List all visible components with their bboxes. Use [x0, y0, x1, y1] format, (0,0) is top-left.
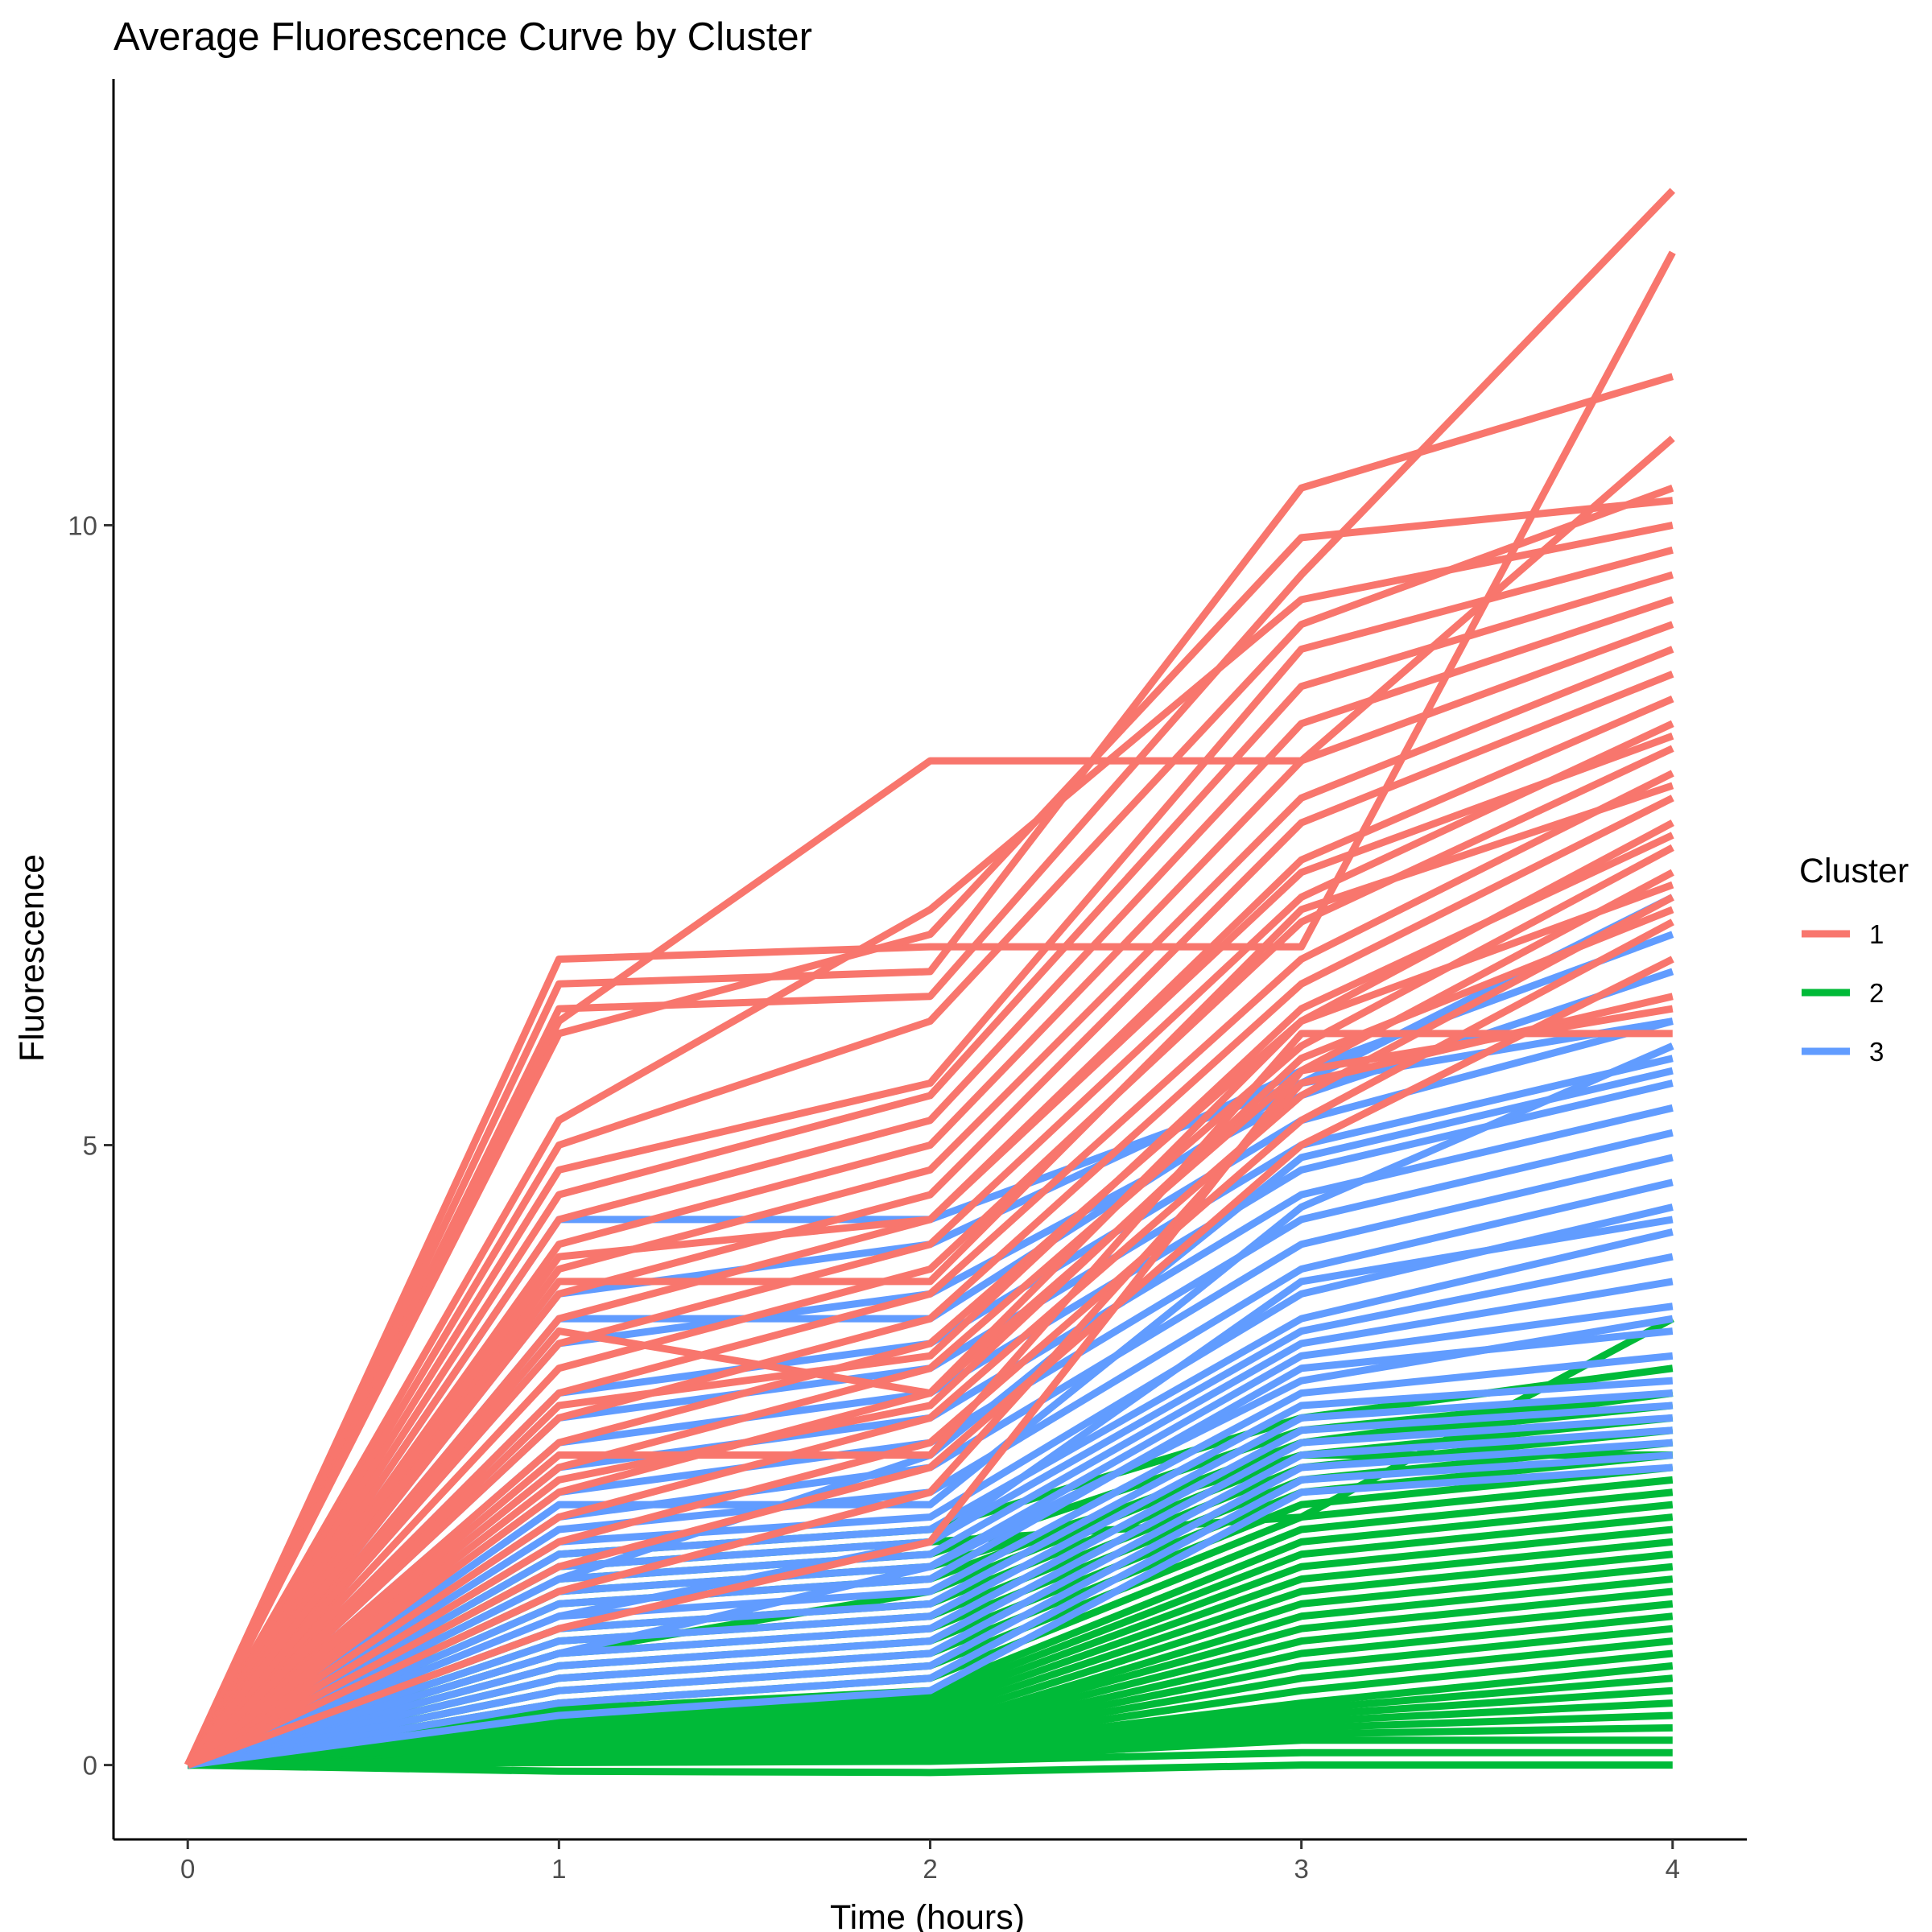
series-line-cluster-1-27 — [184, 881, 1674, 1768]
y-ticks: 0 5 10 — [68, 510, 114, 1781]
legend-label-3: 3 — [1869, 1037, 1884, 1067]
y-tick-label: 0 — [83, 1751, 97, 1781]
series-line-cluster-3-58 — [185, 1042, 1674, 1769]
chart-title: Average Fluorescence Curve by Cluster — [114, 15, 812, 59]
series-line-cluster-1-18 — [185, 819, 1674, 1768]
legend: Cluster 1 2 3 — [1799, 852, 1909, 1067]
series-line-cluster-1-4 — [184, 497, 1674, 1767]
series-line-cluster-1-28 — [184, 733, 1674, 1768]
x-axis-title: Time (hours) — [830, 1898, 1025, 1932]
x-tick-label: 0 — [180, 1854, 195, 1884]
series-line-cluster-1-31 — [185, 906, 1674, 1769]
x-tick-label: 1 — [551, 1854, 566, 1884]
legend-label-2: 2 — [1869, 978, 1884, 1008]
series-line-cluster-2-92 — [188, 1748, 1673, 1769]
x-tick-label: 4 — [1666, 1854, 1680, 1884]
series-line-cluster-1-25 — [186, 1005, 1674, 1769]
series-line-cluster-3-56 — [187, 1463, 1674, 1769]
series-line-cluster-1-10 — [184, 621, 1674, 1768]
plot-lines — [184, 188, 1676, 1777]
series-line-cluster-2-93 — [188, 1761, 1673, 1777]
series-line-cluster-1-30 — [185, 832, 1674, 1768]
series-line-cluster-1-8 — [184, 571, 1674, 1768]
series-line-cluster-1-19 — [185, 844, 1674, 1769]
y-axis-title: Fluorescence — [13, 854, 52, 1062]
series-line-cluster-1-16 — [185, 770, 1674, 1768]
series-line-cluster-1-23 — [186, 956, 1674, 1769]
x-ticks: 0 1 2 3 4 — [180, 1839, 1680, 1884]
series-line-cluster-1-3 — [184, 436, 1675, 1767]
series-line-cluster-1-24 — [186, 993, 1674, 1769]
series-line-cluster-3-43 — [186, 1228, 1674, 1769]
series-line-cluster-1-11 — [184, 646, 1674, 1768]
series-line-cluster-1-15 — [184, 745, 1674, 1768]
x-tick-label: 2 — [923, 1854, 937, 1884]
y-tick-label: 10 — [68, 510, 97, 540]
series-line-cluster-1-7 — [184, 546, 1674, 1767]
series-line-cluster-3-50 — [186, 1389, 1674, 1769]
series-line-cluster-1-2 — [184, 188, 1676, 1767]
y-tick-label: 5 — [83, 1131, 97, 1161]
series-line-cluster-3-52 — [187, 1414, 1674, 1769]
series-line-cluster-1-5 — [184, 522, 1674, 1767]
x-tick-label: 3 — [1294, 1854, 1308, 1884]
series-line-cluster-1-26 — [185, 1030, 1673, 1769]
series-line-cluster-3-54 — [187, 1439, 1674, 1769]
series-line-cluster-1-29 — [184, 782, 1674, 1768]
series-line-cluster-3-61 — [186, 1315, 1674, 1769]
series-line-cluster-3-53 — [187, 1426, 1674, 1769]
series-line-cluster-3-55 — [187, 1451, 1674, 1769]
series-line-cluster-1-14 — [184, 720, 1674, 1768]
series-line-cluster-1-12 — [184, 671, 1674, 1768]
series-line-cluster-2-74 — [187, 1525, 1674, 1769]
legend-title: Cluster — [1799, 852, 1909, 890]
series-line-cluster-1-6 — [184, 485, 1674, 1767]
series-line-cluster-1-17 — [185, 795, 1674, 1768]
legend-label-1: 1 — [1869, 919, 1884, 949]
series-line-cluster-1-21 — [185, 894, 1674, 1769]
series-line-cluster-1-9 — [184, 596, 1674, 1768]
series-line-cluster-3-47 — [186, 1327, 1674, 1769]
